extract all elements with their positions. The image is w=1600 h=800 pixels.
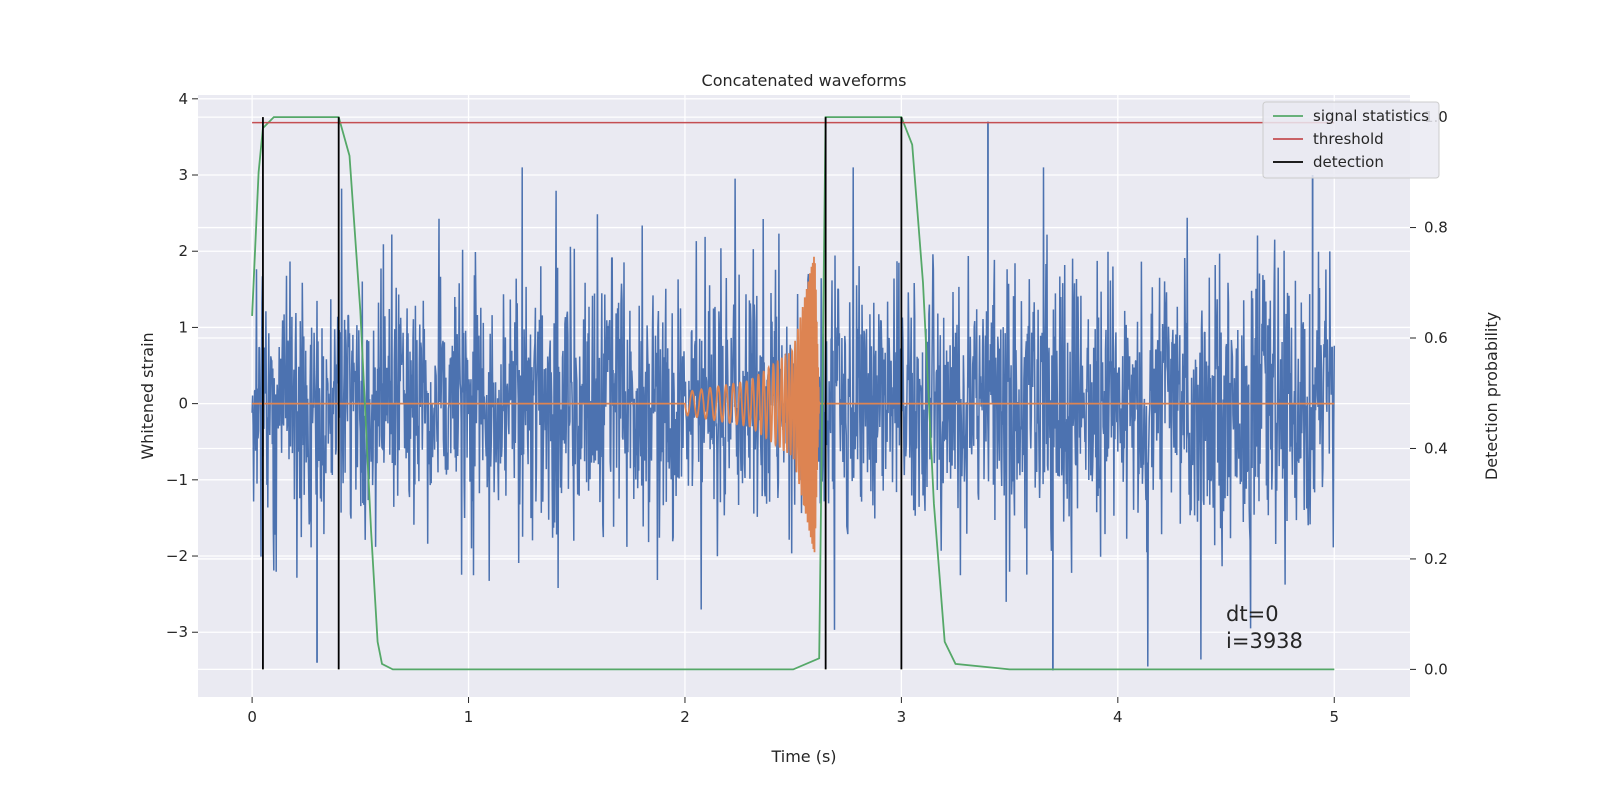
x-tick-label: 3 [897, 708, 907, 726]
series-chirp [252, 256, 1335, 553]
y-axis-left-ticks: −3 −2 −1 0 1 2 3 4 [166, 90, 198, 641]
series-signal-statistics [251, 116, 1335, 671]
annotation-dt: dt=0 [1226, 602, 1279, 626]
x-axis-label: Time (s) [770, 747, 836, 766]
y-tick-label: 2 [178, 242, 188, 260]
x-tick-label: 5 [1329, 708, 1339, 726]
y-right-tick-label: 0.6 [1424, 329, 1448, 347]
x-tick-label: 1 [464, 708, 474, 726]
y-tick-label: 4 [178, 90, 188, 108]
y-axis-right-ticks: 0.00.20.40.60.81.0 [1410, 108, 1448, 678]
y-tick-label: −2 [166, 547, 188, 565]
signal-statistics-line [251, 116, 1335, 671]
legend-label: signal statistics [1313, 107, 1429, 125]
x-tick-label: 2 [680, 708, 690, 726]
y-right-tick-label: 0.0 [1424, 660, 1448, 678]
legend-label: threshold [1313, 130, 1384, 148]
y-tick-label: 0 [178, 395, 188, 413]
y-tick-label: −3 [166, 623, 188, 641]
chart-title: Concatenated waveforms [702, 71, 907, 90]
y-tick-label: −1 [166, 471, 188, 489]
series-detection [262, 117, 903, 670]
y-tick-label: 3 [178, 166, 188, 184]
legend: signal statistics threshold detection [1262, 101, 1440, 179]
x-axis-ticks: 0 1 2 3 4 5 [247, 697, 1339, 726]
y-axis-right-label: Detection probability [1482, 312, 1501, 480]
y-right-tick-label: 0.8 [1424, 219, 1448, 237]
y-axis-left-label: Whitened strain [138, 332, 157, 459]
chirp-trace [252, 256, 1335, 553]
y-right-tick-label: 0.4 [1424, 439, 1448, 457]
x-tick-label: 4 [1113, 708, 1123, 726]
annotation-i: i=3938 [1226, 629, 1303, 653]
x-tick-label: 0 [247, 708, 257, 726]
y-right-tick-label: 0.2 [1424, 550, 1448, 568]
legend-label: detection [1313, 153, 1384, 171]
legend-box [1262, 101, 1440, 179]
y-tick-label: 1 [178, 318, 188, 336]
